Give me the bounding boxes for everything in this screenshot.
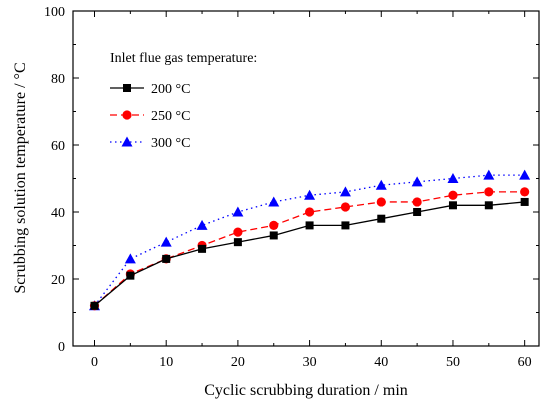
data-point <box>269 220 279 230</box>
data-point <box>341 221 350 230</box>
y-tick-label: 60 <box>51 139 65 154</box>
x-tick-label: 0 <box>91 355 98 370</box>
data-point <box>413 208 422 216</box>
legend-marker <box>122 110 132 120</box>
series-line <box>94 201 525 307</box>
data-point <box>377 214 386 223</box>
data-point <box>196 219 208 230</box>
data-point <box>448 190 458 200</box>
data-point <box>411 176 423 187</box>
data-point <box>520 197 529 206</box>
y-tick-label: 80 <box>51 72 65 87</box>
series-triangle <box>89 169 531 311</box>
data-point <box>124 253 136 264</box>
legend-marker <box>121 136 133 147</box>
legend-label: 200 °C <box>151 82 190 97</box>
y-tick-label: 40 <box>51 206 65 221</box>
data-point <box>162 254 171 263</box>
data-point <box>520 187 530 197</box>
y-axis-title: Scrubbing solution temperature / °C <box>12 62 29 293</box>
data-point <box>305 221 314 230</box>
data-point <box>483 169 495 180</box>
y-tick-label: 20 <box>51 273 65 288</box>
data-point <box>232 206 244 217</box>
data-point <box>519 169 531 180</box>
data-point <box>90 301 99 310</box>
y-tick-label: 0 <box>58 340 65 355</box>
data-point <box>484 187 494 197</box>
data-point <box>268 196 280 207</box>
legend-title: Inlet flue gas temperature: <box>110 51 257 66</box>
legend: Inlet flue gas temperature: 200 °C 250 °C… <box>110 51 257 151</box>
axis-ticks: 0 10 20 30 40 50 60 0 20 40 60 80 100 <box>44 5 539 370</box>
data-point <box>340 202 351 212</box>
data-point <box>233 238 242 247</box>
data-point <box>269 231 278 240</box>
data-point <box>412 197 422 207</box>
legend-label: 250 °C <box>151 109 190 124</box>
data-point <box>339 186 351 197</box>
legend-label: 300 °C <box>151 136 190 151</box>
series-layer <box>89 169 531 311</box>
x-tick-label: 10 <box>159 355 173 370</box>
legend-marker <box>123 84 131 92</box>
y-tick-label: 100 <box>44 5 65 20</box>
data-point <box>304 207 315 217</box>
data-point <box>233 227 243 237</box>
data-point <box>198 244 207 253</box>
x-tick-label: 20 <box>231 355 245 370</box>
x-axis-title: Cyclic scrubbing duration / min <box>204 382 408 399</box>
x-tick-label: 50 <box>446 355 460 370</box>
x-tick-label: 60 <box>518 355 532 370</box>
x-tick-label: 30 <box>303 355 317 370</box>
data-point <box>376 197 386 207</box>
data-point <box>126 271 135 280</box>
data-point <box>448 201 457 210</box>
data-point <box>160 236 172 247</box>
data-point <box>304 189 316 200</box>
x-tick-label: 40 <box>374 355 388 370</box>
data-point <box>447 173 459 183</box>
data-point <box>484 201 493 210</box>
series-square <box>90 197 529 310</box>
data-point <box>375 179 387 190</box>
